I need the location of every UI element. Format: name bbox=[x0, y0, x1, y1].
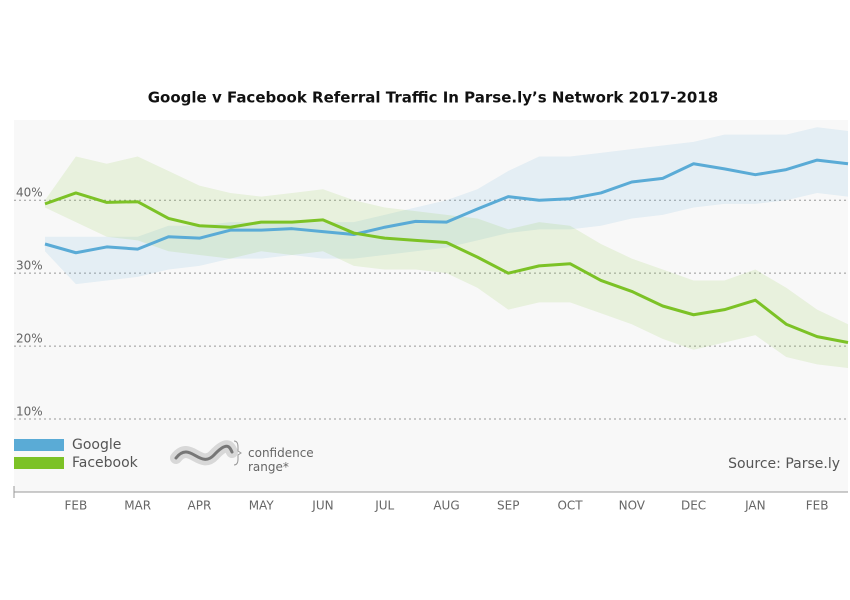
legend-swatch bbox=[14, 457, 64, 469]
x-tick-label: NOV bbox=[619, 499, 646, 513]
x-tick-label: JUN bbox=[311, 499, 333, 513]
x-tick-label: JUL bbox=[374, 499, 394, 513]
x-tick-label: FEB bbox=[806, 499, 829, 513]
x-tick-label: JAN bbox=[744, 499, 766, 513]
legend-swatch bbox=[14, 439, 64, 451]
x-tick-label: DEC bbox=[681, 499, 706, 513]
confidence-icon-line bbox=[174, 444, 234, 461]
y-tick-label: 20% bbox=[16, 332, 43, 346]
legend-label: Facebook bbox=[72, 455, 139, 471]
source: Source: Parse.ly bbox=[728, 456, 840, 472]
y-tick-label: 30% bbox=[16, 259, 43, 273]
x-tick-label: MAR bbox=[124, 499, 151, 513]
legend-label: Google bbox=[72, 437, 121, 453]
confidence-label: confidence range* bbox=[248, 446, 314, 474]
series-line bbox=[44, 158, 849, 255]
chart-title: Google v Facebook Referral Traffic In Pa… bbox=[148, 89, 718, 107]
y-tick-label: 10% bbox=[16, 405, 43, 419]
y-tick-label: 40% bbox=[16, 186, 43, 200]
x-tick-label: SEP bbox=[497, 499, 519, 513]
x-tick-label: MAY bbox=[249, 499, 275, 513]
confidence-band bbox=[45, 127, 848, 285]
x-tick-label: FEB bbox=[65, 499, 88, 513]
x-tick-label: AUG bbox=[433, 499, 459, 513]
x-tick-label: APR bbox=[188, 499, 212, 513]
brace bbox=[233, 440, 242, 466]
plot-area bbox=[14, 120, 848, 492]
x-tick-label: OCT bbox=[557, 499, 583, 513]
series-line bbox=[44, 191, 849, 344]
confidence-band bbox=[45, 156, 848, 368]
